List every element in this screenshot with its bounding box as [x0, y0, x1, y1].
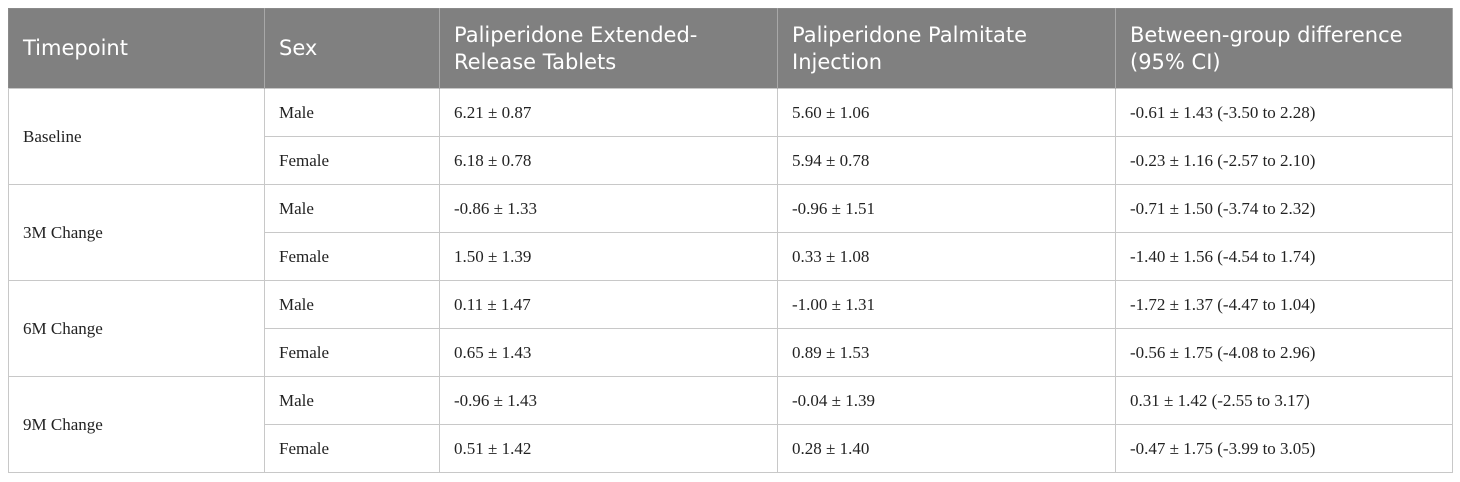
column-header: Sex	[264, 8, 440, 89]
value-cell: -0.23 ± 1.16 (-2.57 to 2.10)	[1115, 136, 1453, 185]
value-cell: -0.56 ± 1.75 (-4.08 to 2.96)	[1115, 328, 1453, 377]
value-cell: -0.61 ± 1.43 (-3.50 to 2.28)	[1115, 88, 1453, 137]
value-cell: 6.21 ± 0.87	[439, 88, 778, 137]
value-cell: -1.00 ± 1.31	[777, 280, 1116, 329]
value-cell: -0.71 ± 1.50 (-3.74 to 2.32)	[1115, 184, 1453, 233]
table-row: 9M Change Male -0.96 ± 1.43 -0.04 ± 1.39 0.3…	[8, 376, 1453, 473]
table-row: Female 0.65 ± 1.43 0.89 ± 1.53 -0.56 ± 1.75…	[9, 328, 1453, 377]
sex-cell: Female	[264, 328, 440, 377]
table-row: 3M Change Male -0.86 ± 1.33 -0.96 ± 1.51 -0.…	[8, 184, 1453, 281]
value-cell: 0.31 ± 1.42 (-2.55 to 3.17)	[1115, 376, 1453, 425]
value-cell: 5.60 ± 1.06	[777, 88, 1116, 137]
table-header: Timepoint Sex Paliperidone Extended-Releas…	[8, 8, 1453, 89]
sex-cell: Male	[264, 376, 440, 425]
sex-cell: Male	[264, 280, 440, 329]
timepoint-cell: Baseline	[8, 88, 265, 185]
sex-cell: Male	[264, 88, 440, 137]
column-header: Paliperidone Extended-Release Tablets	[439, 8, 778, 89]
timepoint-cell: 9M Change	[8, 376, 265, 473]
table-row: Baseline Male 6.21 ± 0.87 5.60 ± 1.06 -0.61 …	[8, 88, 1453, 185]
value-cell: 1.50 ± 1.39	[439, 232, 778, 281]
value-cell: 6.18 ± 0.78	[439, 136, 778, 185]
value-cell: -1.40 ± 1.56 (-4.54 to 1.74)	[1115, 232, 1453, 281]
timepoint-cell: 3M Change	[8, 184, 265, 281]
value-cell: 0.11 ± 1.47	[439, 280, 778, 329]
column-header: Paliperidone Palmitate Injection	[777, 8, 1116, 89]
column-header: Timepoint	[8, 8, 265, 89]
value-cell: -0.96 ± 1.43	[439, 376, 778, 425]
data-table: Timepoint Sex Paliperidone Extended-Releas…	[8, 8, 1453, 473]
value-cell: 0.51 ± 1.42	[439, 424, 778, 473]
value-cell: -0.47 ± 1.75 (-3.99 to 3.05)	[1115, 424, 1453, 473]
value-cell: 5.94 ± 0.78	[777, 136, 1116, 185]
value-cell: 0.28 ± 1.40	[777, 424, 1116, 473]
value-cell: 0.65 ± 1.43	[439, 328, 778, 377]
header-row: Timepoint Sex Paliperidone Extended-Releas…	[8, 8, 1453, 89]
table-row: Female 0.51 ± 1.42 0.28 ± 1.40 -0.47 ± 1.75…	[9, 424, 1453, 473]
timepoint-cell: 6M Change	[8, 280, 265, 377]
table-row: Female 6.18 ± 0.78 5.94 ± 0.78 -0.23 ± 1.16…	[9, 136, 1453, 185]
sex-cell: Female	[264, 136, 440, 185]
sex-cell: Female	[264, 424, 440, 473]
sex-cell: Male	[264, 184, 440, 233]
value-cell: -0.96 ± 1.51	[777, 184, 1116, 233]
value-cell: -0.04 ± 1.39	[777, 376, 1116, 425]
sex-cell: Female	[264, 232, 440, 281]
table-body: Baseline Male 6.21 ± 0.87 5.60 ± 1.06 -0.61 …	[8, 88, 1453, 473]
table-row: 6M Change Male 0.11 ± 1.47 -1.00 ± 1.31 -1.7…	[8, 280, 1453, 377]
value-cell: 0.89 ± 1.53	[777, 328, 1116, 377]
column-header: Between-group difference (95% CI)	[1115, 8, 1453, 89]
value-cell: 0.33 ± 1.08	[777, 232, 1116, 281]
value-cell: -1.72 ± 1.37 (-4.47 to 1.04)	[1115, 280, 1453, 329]
value-cell: -0.86 ± 1.33	[439, 184, 778, 233]
table-row: Female 1.50 ± 1.39 0.33 ± 1.08 -1.40 ± 1.56…	[9, 232, 1453, 281]
